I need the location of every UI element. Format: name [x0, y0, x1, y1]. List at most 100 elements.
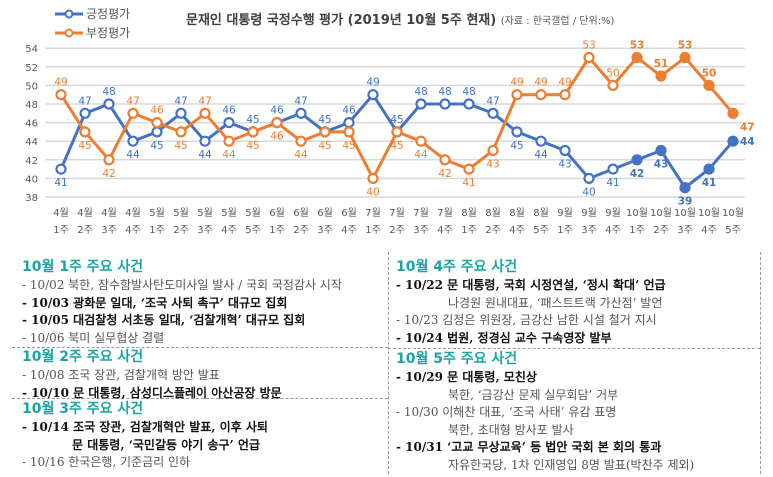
data-point [55, 89, 67, 101]
event-block-title: 10월 1주 주요 사건 [22, 259, 144, 275]
data-label: 46 [222, 105, 236, 117]
data-point [247, 126, 259, 138]
data-label: 47 [198, 95, 211, 107]
event-item: - 10/10 문 대통령, 삼성디스플레이 아산공장 방문 [22, 385, 282, 400]
event-block-title: 10월 5주 주요 사건 [396, 351, 518, 367]
data-point [79, 107, 91, 119]
data-point [271, 116, 283, 129]
data-label: 46 [270, 105, 284, 117]
x-tick-label-month: 5월 [149, 207, 165, 219]
x-tick-label-month: 8월 [533, 207, 549, 219]
data-point [559, 89, 571, 101]
data-label: 41 [702, 177, 717, 189]
x-tick-label-month: 10월 [626, 207, 648, 219]
event-item: - 10/05 대검찰청 서초동 일대, ‘검찰개혁’ 대규모 집회 [22, 313, 306, 328]
data-point [511, 126, 523, 138]
data-label: 48 [414, 86, 427, 98]
x-tick-label-week: 1주 [461, 225, 477, 236]
event-item: 자유한국당, 1차 인재영입 8명 발표(박찬주 제외) [448, 457, 695, 472]
x-tick-label-month: 6월 [341, 207, 357, 219]
y-tick-label: 54 [25, 44, 38, 55]
event-block: 10월 1주 주요 사건 - 10/02 북한, 잠수함발사탄도미사일 발사 / … [22, 258, 342, 347]
divider [12, 347, 388, 348]
x-tick-label-week: 4주 [437, 225, 453, 236]
data-label: 41 [54, 177, 67, 189]
legend: 긍정평가 부정평가 [55, 4, 130, 42]
event-block: 10월 4주 주요 사건 - 10/22 문 대통령, 국회 시정연설, ‘정시 … [396, 258, 666, 347]
y-tick-label: 48 [25, 100, 38, 111]
x-tick-label-month: 9월 [605, 207, 621, 219]
data-point [463, 163, 475, 175]
data-label: 49 [54, 77, 67, 89]
divider [388, 252, 389, 474]
data-label: 42 [102, 168, 115, 180]
data-label: 45 [390, 140, 403, 152]
x-tick-label-week: 1주 [557, 225, 573, 236]
x-tick-label-month: 10월 [722, 207, 744, 219]
data-point [367, 89, 379, 101]
x-tick-label-week: 1주 [53, 225, 69, 236]
event-item: 문 대통령, ‘국민갈등 야기 송구’ 언급 [72, 437, 260, 452]
x-tick-label-month: 10월 [650, 207, 672, 219]
legend-marker-positive-icon [55, 9, 83, 18]
data-label: 47 [740, 121, 755, 133]
data-point [343, 116, 355, 129]
data-point [727, 135, 739, 147]
x-tick-label-week: 3주 [677, 225, 693, 236]
x-tick-label-week: 3주 [101, 225, 117, 236]
legend-label-negative: 부정평가 [86, 26, 131, 40]
data-point [199, 135, 211, 147]
event-item: - 10/16 한국은행, 기준금리 인하 [22, 455, 191, 470]
data-label: 50 [606, 67, 619, 79]
data-label: 44 [198, 149, 212, 161]
event-block: 10월 5주 주요 사건 - 10/29 문 대통령, 모친상 북한, ‘금강산 문… [396, 350, 694, 475]
data-label: 42 [630, 168, 645, 180]
x-tick-label-month: 8월 [485, 207, 501, 219]
event-item: - 10/22 문 대통령, 국회 시정연설, ‘정시 확대’ 언급 [396, 278, 666, 292]
x-tick-label-week: 5주 [725, 225, 741, 236]
data-label: 46 [270, 131, 284, 143]
data-label: 39 [678, 196, 693, 208]
legend-marker-negative-icon [55, 28, 83, 37]
source-note: (자료 : 한국갤럽 / 단위:%) [500, 16, 615, 27]
data-label: 41 [606, 177, 619, 189]
x-tick-label-week: 4주 [221, 225, 237, 236]
x-tick-label-week: 1주 [149, 225, 165, 236]
data-point [223, 135, 235, 147]
x-tick-label-month: 7월 [413, 207, 429, 219]
x-tick-label-week: 2주 [293, 225, 309, 236]
data-label: 44 [126, 149, 140, 161]
data-label: 49 [510, 77, 523, 89]
divider [388, 348, 760, 349]
x-tick-label-week: 2주 [389, 225, 405, 236]
event-item: - 10/14 조국 장관, 검찰개혁안 발표, 이후 사퇴 [22, 420, 268, 434]
event-item: - 10/03 광화문 일대, ‘조국 사퇴 촉구’ 대규모 집회 [22, 295, 288, 310]
data-point [583, 51, 595, 64]
event-block-title: 10월 2주 주요 사건 [22, 349, 144, 365]
data-point [439, 154, 451, 166]
x-tick-label-week: 1주 [365, 225, 381, 236]
x-tick-label-week: 2주 [173, 225, 189, 236]
data-point [655, 70, 667, 82]
line-chart: 38 40 42 44 46 48 50 52 54 4월 1주 4월 2주 4월 3주 4월 4주 5월 1주 5월… [25, 40, 755, 237]
x-tick-label-month: 8월 [509, 207, 525, 219]
x-tick-label-month: 4월 [125, 207, 141, 219]
data-point [79, 126, 91, 138]
data-label: 50 [702, 67, 717, 79]
data-label: 47 [78, 95, 91, 107]
data-label: 44 [740, 136, 755, 148]
x-tick-label-month: 7월 [437, 207, 453, 219]
data-point [487, 107, 499, 119]
data-label: 46 [150, 105, 164, 117]
data-label: 48 [438, 86, 451, 98]
event-block: 10월 2주 주요 사건 - 10/08 조국 장관, 검찰개혁 방안 발표 - 1… [22, 348, 282, 402]
data-point [295, 107, 307, 119]
data-point [343, 126, 355, 138]
data-label: 49 [534, 77, 547, 89]
data-point [103, 98, 115, 110]
x-tick-label-week: 3주 [581, 225, 597, 236]
x-tick-label-week: 4주 [605, 225, 621, 236]
data-point [727, 107, 739, 119]
data-point [679, 51, 691, 64]
event-item: - 10/08 조국 장관, 검찰개혁 방안 발표 [22, 368, 220, 382]
